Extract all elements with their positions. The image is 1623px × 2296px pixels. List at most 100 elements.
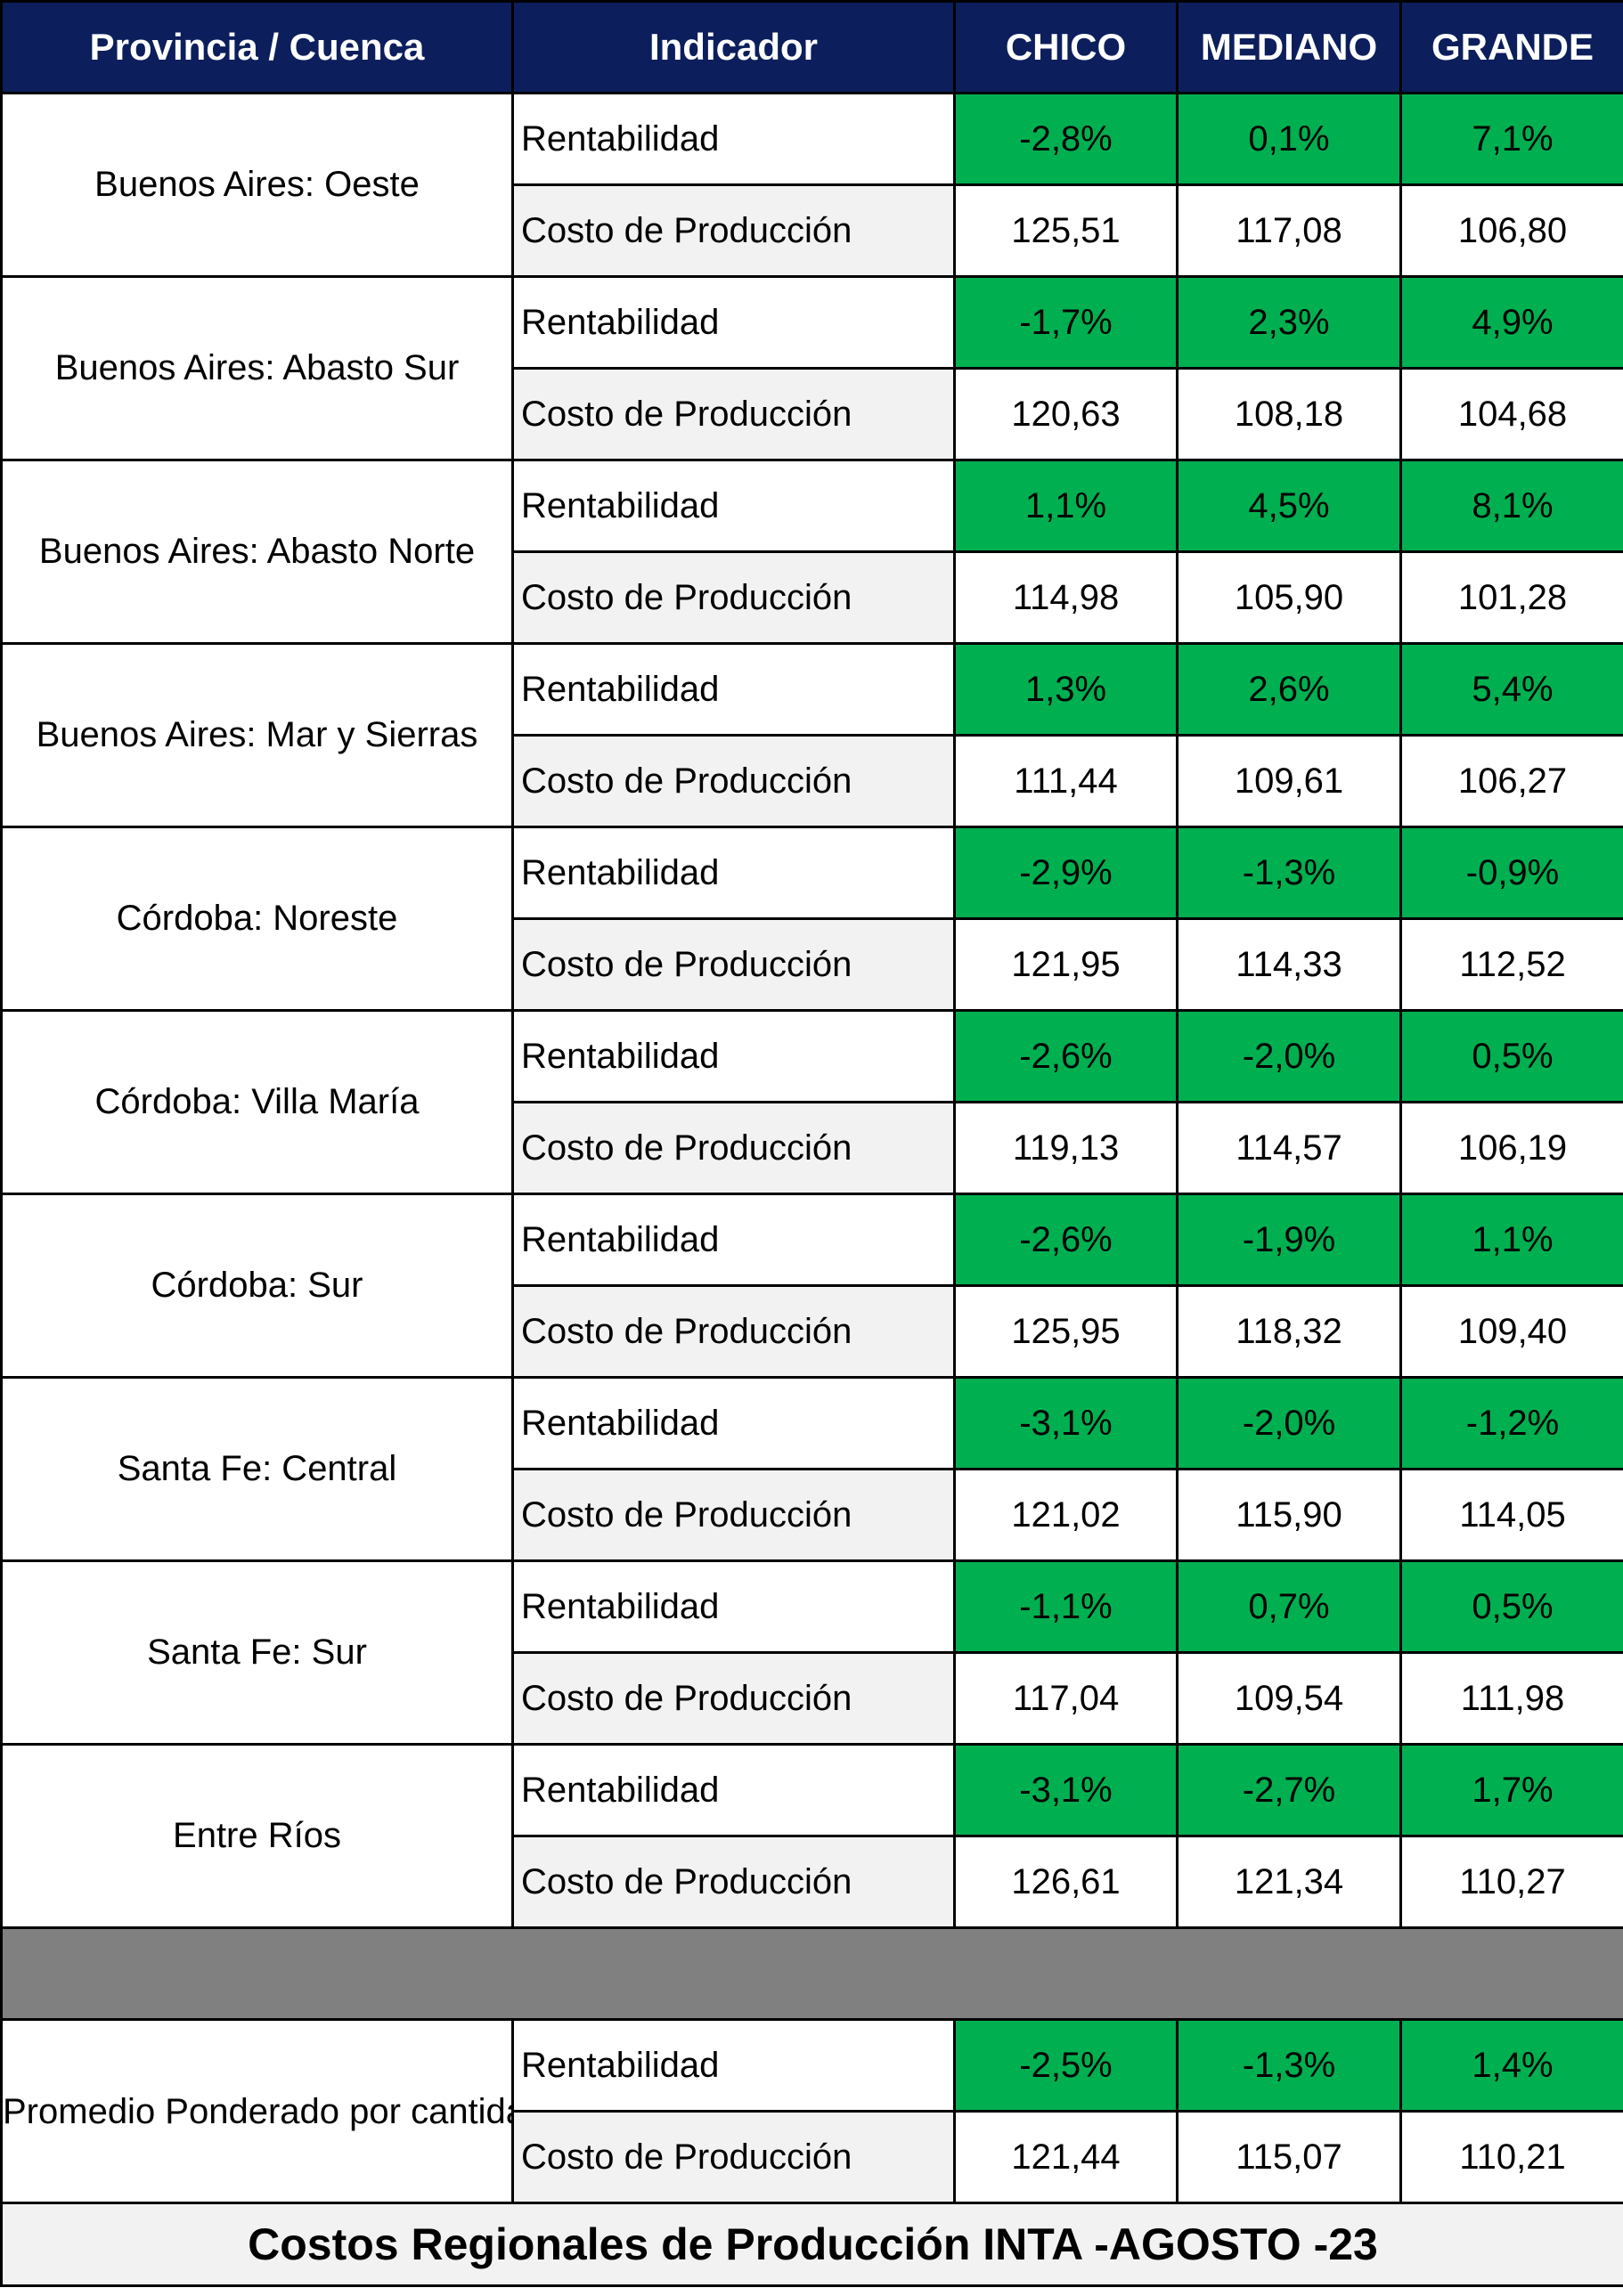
header-row: Provincia / Cuenca Indicador CHICO MEDIA… <box>0 0 1623 94</box>
region-7-indicador-rentabilidad: Rentabilidad <box>511 1376 956 1470</box>
region-1-indicador-costo: Costo de Producción <box>511 367 956 461</box>
region-6-costo-row: Costo de Producción 125,95 118,32 109,40 <box>2 1284 1623 1379</box>
region-1-rentabilidad-chico: -1,7% <box>953 275 1179 370</box>
region-3-rentabilidad-grande: 5,4% <box>1399 642 1623 737</box>
region-8-costo-row: Costo de Producción 117,04 109,54 111,98 <box>2 1651 1623 1746</box>
region-6-rentabilidad-grande: 1,1% <box>1399 1193 1623 1287</box>
region-8-costo-mediano: 109,54 <box>1176 1651 1402 1746</box>
region-5-costo-mediano: 114,57 <box>1176 1101 1402 1195</box>
region-1-rentabilidad-row: Buenos Aires: Abasto Sur Rentabilidad -1,7… <box>0 275 1623 461</box>
summary-costo-mediano: 115,07 <box>1176 2110 1402 2204</box>
table-body: Buenos Aires: Oeste Rentabilidad -2,8% 0,1%… <box>0 92 1623 2021</box>
region-8-rentabilidad-mediano: 0,7% <box>1176 1559 1402 1654</box>
region-7-costo-row: Costo de Producción 121,02 115,90 114,05 <box>2 1468 1623 1562</box>
region-2-name: Buenos Aires: Abasto Norte <box>0 459 514 645</box>
summary-name: Promedio Ponderado por cantidad de Unida… <box>0 2018 514 2204</box>
region-8-rentabilidad-row: Santa Fe: Sur Rentabilidad -1,1% 0,7% 0,5% <box>0 1559 1623 1746</box>
region-4-rentabilidad-chico: -2,9% <box>953 826 1179 920</box>
region-6-indicador-rentabilidad: Rentabilidad <box>511 1193 956 1287</box>
summary-costo-chico: 121,44 <box>953 2110 1179 2204</box>
region-0-rentabilidad-mediano: 0,1% <box>1176 92 1402 186</box>
region-4-costo-grande: 112,52 <box>1399 917 1623 1012</box>
region-2-costo-row: Costo de Producción 114,98 105,90 101,28 <box>2 550 1623 645</box>
separator-row <box>0 1926 1623 2021</box>
region-6-rentabilidad-chico: -2,6% <box>953 1193 1179 1287</box>
footer-row: Costos Regionales de Producción INTA -AG… <box>0 2202 1623 2287</box>
region-3-costo-chico: 111,44 <box>953 734 1179 828</box>
region-9-costo-row: Costo de Producción 126,61 121,34 110,27 <box>2 1835 1623 1929</box>
region-0-costo-row: Costo de Producción 125,51 117,08 106,80 <box>2 183 1623 278</box>
summary-body: Promedio Ponderado por cantidad de Unida… <box>0 2018 1623 2204</box>
region-1-indicador-rentabilidad: Rentabilidad <box>511 275 956 370</box>
region-9-rentabilidad-mediano: -2,7% <box>1176 1743 1402 1837</box>
region-0-indicador-rentabilidad: Rentabilidad <box>511 92 956 186</box>
region-5-indicador-rentabilidad: Rentabilidad <box>511 1009 956 1103</box>
region-5-rentabilidad-chico: -2,6% <box>953 1009 1179 1103</box>
region-1-rentabilidad-mediano: 2,3% <box>1176 275 1402 370</box>
region-6-rentabilidad-row: Córdoba: Sur Rentabilidad -2,6% -1,9% 1,1% <box>0 1193 1623 1379</box>
region-0-costo-mediano: 117,08 <box>1176 183 1402 278</box>
region-2-rentabilidad-chico: 1,1% <box>953 459 1179 553</box>
region-5-costo-grande: 106,19 <box>1399 1101 1623 1195</box>
region-5-costo-chico: 119,13 <box>953 1101 1179 1195</box>
region-7-costo-chico: 121,02 <box>953 1468 1179 1562</box>
region-4-costo-chico: 121,95 <box>953 917 1179 1012</box>
region-6-rentabilidad-mediano: -1,9% <box>1176 1193 1402 1287</box>
region-5-name: Córdoba: Villa María <box>0 1009 514 1195</box>
region-9-indicador-rentabilidad: Rentabilidad <box>511 1743 956 1837</box>
separator-band <box>0 1926 1623 2021</box>
region-8-rentabilidad-chico: -1,1% <box>953 1559 1179 1654</box>
region-3-indicador-rentabilidad: Rentabilidad <box>511 642 956 737</box>
summary-costo-row: Costo de Producción 121,44 115,07 110,21 <box>2 2110 1623 2204</box>
region-9-costo-grande: 110,27 <box>1399 1835 1623 1929</box>
summary-rentabilidad-row: Promedio Ponderado por cantidad de Unida… <box>0 2018 1623 2204</box>
region-6-name: Córdoba: Sur <box>0 1193 514 1379</box>
region-7-indicador-costo: Costo de Producción <box>511 1468 956 1562</box>
region-7-costo-mediano: 115,90 <box>1176 1468 1402 1562</box>
region-0-name: Buenos Aires: Oeste <box>0 92 514 278</box>
region-9-rentabilidad-chico: -3,1% <box>953 1743 1179 1837</box>
region-6-costo-chico: 125,95 <box>953 1284 1179 1379</box>
summary-indicador-rentabilidad: Rentabilidad <box>511 2018 956 2113</box>
region-4-costo-row: Costo de Producción 121,95 114,33 112,52 <box>2 917 1623 1012</box>
region-7-rentabilidad-grande: -1,2% <box>1399 1376 1623 1470</box>
region-3-costo-mediano: 109,61 <box>1176 734 1402 828</box>
region-9-costo-chico: 126,61 <box>953 1835 1179 1929</box>
region-2-costo-chico: 114,98 <box>953 550 1179 645</box>
region-4-indicador-costo: Costo de Producción <box>511 917 956 1012</box>
region-5-rentabilidad-row: Córdoba: Villa María Rentabilidad -2,6% -2,… <box>0 1009 1623 1195</box>
region-7-rentabilidad-mediano: -2,0% <box>1176 1376 1402 1470</box>
summary-rentabilidad-chico: -2,5% <box>953 2018 1179 2113</box>
region-7-rentabilidad-chico: -3,1% <box>953 1376 1179 1470</box>
region-7-costo-grande: 114,05 <box>1399 1468 1623 1562</box>
header-indicador: Indicador <box>511 0 956 94</box>
region-7-name: Santa Fe: Central <box>0 1376 514 1562</box>
region-0-rentabilidad-chico: -2,8% <box>953 92 1179 186</box>
region-3-rentabilidad-mediano: 2,6% <box>1176 642 1402 737</box>
region-1-costo-mediano: 108,18 <box>1176 367 1402 461</box>
summary-costo-grande: 110,21 <box>1399 2110 1623 2204</box>
header-grande: GRANDE <box>1399 0 1623 94</box>
region-2-rentabilidad-mediano: 4,5% <box>1176 459 1402 553</box>
region-8-rentabilidad-grande: 0,5% <box>1399 1559 1623 1654</box>
region-4-indicador-rentabilidad: Rentabilidad <box>511 826 956 920</box>
region-1-name: Buenos Aires: Abasto Sur <box>0 275 514 461</box>
region-8-name: Santa Fe: Sur <box>0 1559 514 1746</box>
region-2-rentabilidad-row: Buenos Aires: Abasto Norte Rentabilidad 1,… <box>0 459 1623 645</box>
region-0-costo-grande: 106,80 <box>1399 183 1623 278</box>
region-2-rentabilidad-grande: 8,1% <box>1399 459 1623 553</box>
region-0-rentabilidad-grande: 7,1% <box>1399 92 1623 186</box>
region-2-costo-grande: 101,28 <box>1399 550 1623 645</box>
region-5-indicador-costo: Costo de Producción <box>511 1101 956 1195</box>
region-8-indicador-rentabilidad: Rentabilidad <box>511 1559 956 1654</box>
region-4-rentabilidad-row: Córdoba: Noreste Rentabilidad -2,9% -1,3% -0… <box>0 826 1623 1012</box>
region-8-costo-chico: 117,04 <box>953 1651 1179 1746</box>
region-1-costo-grande: 104,68 <box>1399 367 1623 461</box>
footer-title: Costos Regionales de Producción INTA -AG… <box>0 2202 1623 2287</box>
region-9-rentabilidad-row: Entre Ríos Rentabilidad -3,1% -2,7% 1,7% <box>0 1743 1623 1929</box>
region-3-indicador-costo: Costo de Producción <box>511 734 956 828</box>
region-2-indicador-rentabilidad: Rentabilidad <box>511 459 956 553</box>
header-mediano: MEDIANO <box>1176 0 1402 94</box>
summary-rentabilidad-grande: 1,4% <box>1399 2018 1623 2113</box>
region-4-rentabilidad-mediano: -1,3% <box>1176 826 1402 920</box>
